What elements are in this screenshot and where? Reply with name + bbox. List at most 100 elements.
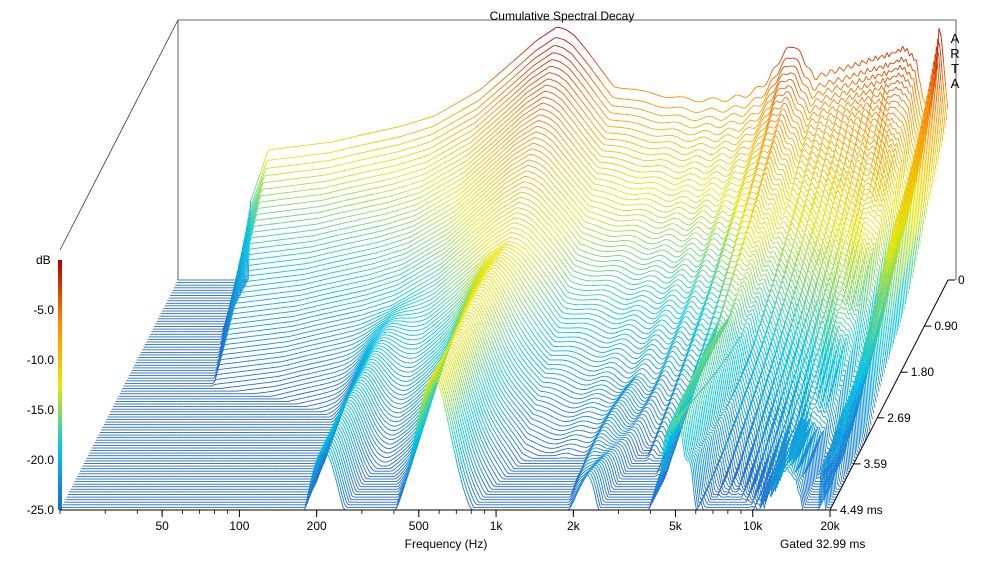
slice-segment xyxy=(770,85,774,88)
slice-segment xyxy=(554,100,557,104)
slice-segment xyxy=(724,110,728,113)
slice-segment xyxy=(537,83,541,86)
slice-segment xyxy=(484,156,488,160)
slice-segment xyxy=(335,201,339,204)
slice-segment xyxy=(405,195,409,198)
slice-segment xyxy=(552,120,556,123)
slice-segment xyxy=(486,145,490,148)
slice-segment xyxy=(344,148,347,150)
slice-segment xyxy=(844,75,848,78)
slice-segment xyxy=(596,85,600,90)
slice-segment xyxy=(335,184,338,186)
slice-segment xyxy=(349,226,352,228)
slice-segment xyxy=(393,151,397,154)
slice-segment xyxy=(503,100,507,104)
slice-segment xyxy=(758,114,762,119)
slice-segment xyxy=(744,117,748,122)
slice-segment xyxy=(691,161,694,164)
slice-segment xyxy=(505,132,509,136)
slice-segment xyxy=(810,145,814,152)
slice-segment xyxy=(546,48,550,51)
slice-segment xyxy=(733,176,737,179)
slice-segment xyxy=(884,107,888,112)
slice-segment xyxy=(495,146,499,150)
slice-segment xyxy=(369,194,373,196)
slice-segment xyxy=(847,114,851,121)
slice-segment xyxy=(911,141,915,150)
slice-segment xyxy=(728,120,732,123)
slice-segment xyxy=(491,153,495,157)
slice-segment xyxy=(355,219,358,222)
slice-segment xyxy=(865,130,869,137)
slice-segment xyxy=(457,158,461,161)
slice-segment xyxy=(439,169,443,172)
slice-segment xyxy=(746,95,749,98)
slice-segment xyxy=(879,54,883,57)
slice-segment xyxy=(594,60,598,65)
slice-segment xyxy=(788,120,792,127)
slice-segment xyxy=(778,114,782,120)
slice-segment xyxy=(406,172,409,175)
slice-segment xyxy=(889,77,893,81)
slice-segment xyxy=(811,140,816,146)
slice-segment xyxy=(619,171,622,174)
slice-segment xyxy=(494,142,498,146)
slice-segment xyxy=(390,205,394,208)
slice-segment xyxy=(336,218,339,220)
slice-segment xyxy=(505,141,509,145)
slice-segment xyxy=(420,156,423,159)
slice-segment xyxy=(517,88,521,91)
slice-segment xyxy=(351,225,355,228)
slice-segment xyxy=(471,109,475,112)
slice-segment xyxy=(563,55,567,59)
slice-segment xyxy=(765,101,769,106)
slice-segment xyxy=(376,174,379,177)
slice-segment xyxy=(842,128,846,133)
slice-segment xyxy=(716,98,720,101)
slice-segment xyxy=(829,133,833,138)
slice-segment xyxy=(453,120,457,123)
slice-segment xyxy=(794,58,798,60)
slice-segment xyxy=(442,145,446,148)
decay-slice xyxy=(178,26,949,281)
slice-segment xyxy=(409,177,413,180)
slice-segment xyxy=(942,106,946,128)
slice-segment xyxy=(569,132,573,136)
slice-segment xyxy=(765,127,769,134)
slice-segment xyxy=(777,124,781,128)
slice-segment xyxy=(801,113,805,121)
slice-segment xyxy=(611,163,615,165)
slice-segment xyxy=(933,155,937,172)
slice-segment xyxy=(530,123,534,126)
slice-segment xyxy=(339,149,343,151)
slice-segment xyxy=(585,80,589,85)
slice-segment xyxy=(591,79,595,84)
slice-segment xyxy=(507,73,510,77)
slice-segment xyxy=(582,84,586,89)
slice-segment xyxy=(662,96,665,98)
slice-segment xyxy=(589,94,593,98)
slice-segment xyxy=(453,133,457,136)
slice-segment xyxy=(479,110,483,114)
slice-segment xyxy=(835,149,839,155)
slice-segment xyxy=(938,54,942,81)
slice-segment xyxy=(368,188,372,190)
slice-segment xyxy=(880,124,885,131)
slice-segment xyxy=(894,106,897,110)
slice-segment xyxy=(704,177,708,180)
slice-segment xyxy=(547,40,551,43)
slice-segment xyxy=(358,152,362,154)
slice-segment xyxy=(747,158,751,164)
slice-segment xyxy=(577,79,581,83)
slice-segment xyxy=(564,48,568,51)
slice-segment xyxy=(802,127,806,134)
slice-segment xyxy=(701,171,704,174)
slice-segment xyxy=(605,97,609,102)
slice-segment xyxy=(559,37,562,40)
slice-segment xyxy=(757,120,761,126)
slice-segment xyxy=(479,160,483,164)
slice-segment xyxy=(454,102,457,105)
slice-segment xyxy=(410,153,413,156)
slice-segment xyxy=(839,79,843,83)
slice-segment xyxy=(717,110,721,113)
